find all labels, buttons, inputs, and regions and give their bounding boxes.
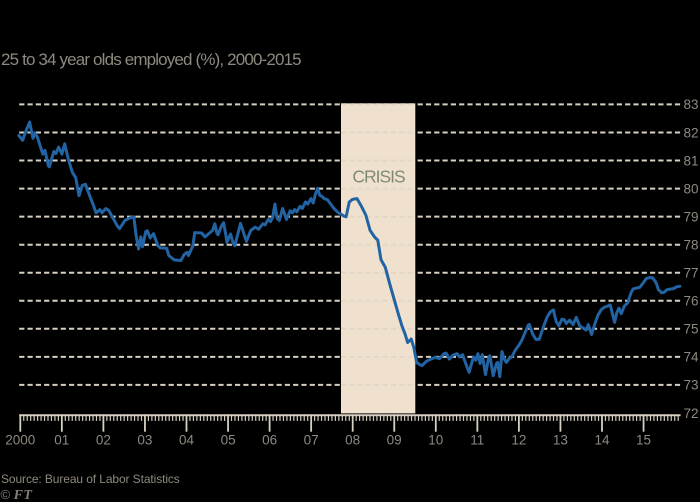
svg-text:76: 76: [684, 294, 699, 309]
svg-text:78: 78: [684, 238, 699, 253]
svg-text:79: 79: [684, 209, 699, 224]
svg-text:CRISIS: CRISIS: [352, 167, 405, 187]
svg-text:01: 01: [54, 433, 69, 448]
svg-text:©FT: © FT: [1, 487, 34, 502]
svg-text:83: 83: [684, 97, 699, 112]
svg-text:2000: 2000: [5, 433, 35, 448]
svg-text:14: 14: [594, 433, 610, 448]
svg-text:05: 05: [221, 433, 236, 448]
svg-text:12: 12: [511, 433, 526, 448]
svg-text:07: 07: [304, 433, 319, 448]
svg-text:15: 15: [636, 433, 651, 448]
svg-text:72: 72: [684, 406, 699, 421]
svg-text:08: 08: [345, 433, 360, 448]
svg-text:06: 06: [262, 433, 277, 448]
svg-text:75: 75: [684, 322, 699, 337]
svg-text:77: 77: [684, 266, 699, 281]
svg-text:13: 13: [553, 433, 568, 448]
svg-text:10: 10: [428, 433, 443, 448]
svg-text:81: 81: [684, 153, 699, 168]
svg-text:09: 09: [387, 433, 402, 448]
svg-text:80: 80: [684, 181, 699, 196]
svg-text:Source: Bureau of Labor Statis: Source: Bureau of Labor Statistics: [1, 472, 180, 486]
svg-text:73: 73: [684, 378, 699, 393]
svg-text:02: 02: [96, 433, 111, 448]
svg-text:74: 74: [684, 350, 700, 365]
svg-text:82: 82: [684, 125, 699, 140]
svg-text:03: 03: [137, 433, 152, 448]
svg-text:11: 11: [470, 433, 484, 448]
svg-text:25 to 34 year olds employed (%: 25 to 34 year olds employed (%), 2000-20…: [1, 50, 301, 69]
svg-text:04: 04: [179, 433, 195, 448]
